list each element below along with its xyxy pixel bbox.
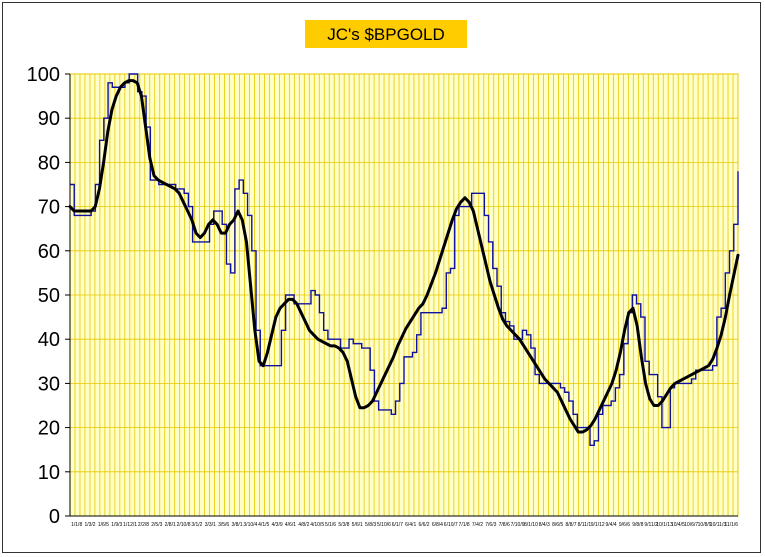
x-tick-label: 2/8/1 <box>165 522 176 528</box>
x-tick-label: 6/4/1 <box>405 522 416 528</box>
chart-title: JC's $BPGOLD <box>327 25 445 44</box>
x-tick-label: 4/6/1 <box>285 522 296 528</box>
x-tick-label: 3/3/1 <box>205 522 216 528</box>
x-tick-label: 7/6/3 <box>485 522 496 528</box>
x-tick-label: 4/1/5 <box>258 522 269 528</box>
y-tick-label: 80 <box>38 152 60 174</box>
series-smoothed-line <box>68 79 740 434</box>
x-tick-label: 2/10/8 <box>177 522 191 528</box>
x-tick-label: 9/6/6 <box>619 522 630 528</box>
x-tick-label: 2/2/8 <box>138 522 149 528</box>
x-tick-label: 7/8/6 <box>499 522 510 528</box>
x-tick-label: 8/6/5 <box>552 522 563 528</box>
x-tick-label: 4/10/5 <box>310 522 324 528</box>
y-tick-label: 20 <box>38 418 60 440</box>
chart-title-background <box>305 20 467 48</box>
x-tick-label: 7/10/9 <box>511 522 525 528</box>
x-tick-label: 1/3/2 <box>84 522 95 528</box>
y-tick-label: 90 <box>38 108 60 130</box>
x-tick-label: 5/8/3 <box>365 522 376 528</box>
y-tick-label: 70 <box>38 197 60 219</box>
x-tick-label: 8/11/1 <box>578 522 592 528</box>
x-tick-label: 6/6/2 <box>418 522 429 528</box>
y-tick-label: 30 <box>38 373 60 395</box>
x-tick-label: 9/11/2 <box>644 522 658 528</box>
x-tick-label: 5/10/6 <box>377 522 391 528</box>
x-tick-label: 3/5/6 <box>218 522 229 528</box>
x-tick-label: 1/12/1 <box>123 522 137 528</box>
x-tick-label: 3/8/1 <box>231 522 242 528</box>
x-tick-label: 2/5/3 <box>151 522 162 528</box>
x-tick-label: 1/1/8 <box>71 522 82 528</box>
x-tick-label: 4/8/2 <box>298 522 309 528</box>
x-tick-label: 6/1/7 <box>392 522 403 528</box>
x-tick-label: 1/6/5 <box>98 522 109 528</box>
y-tick-label: 0 <box>49 506 60 528</box>
x-tick-label: 4/3/9 <box>272 522 283 528</box>
x-tick-label: 5/1/6 <box>325 522 336 528</box>
x-tick-label: 10/6/7 <box>684 522 698 528</box>
x-tick-label: 10/1/13 <box>656 522 673 528</box>
x-tick-label: 7/1/8 <box>459 522 470 528</box>
x-tick-label: 8/8/7 <box>565 522 576 528</box>
y-axis-ticks: 0 10 20 30 40 50 60 70 80 90 100 <box>27 64 70 528</box>
x-tick-label: 11/1/6 <box>725 522 739 528</box>
y-tick-label: 40 <box>38 329 60 351</box>
x-tick-label: 7/4/2 <box>472 522 483 528</box>
x-tick-label: 5/3/8 <box>338 522 349 528</box>
x-tick-label: 10/8/9 <box>698 522 712 528</box>
x-tick-label: 3/10/4 <box>243 522 257 528</box>
x-tick-label: 8/1/10 <box>524 522 538 528</box>
x-tick-label: 1/9/3 <box>111 522 122 528</box>
x-tick-label: 3/1/2 <box>191 522 202 528</box>
x-tick-label: 9/8/8 <box>632 522 643 528</box>
x-axis-ticks: 1/1/8 1/3/2 1/6/5 1/9/3 1/12/1 2/2/8 2/5/3 2/8/… <box>71 522 738 528</box>
x-tick-label: 9/1/12 <box>591 522 605 528</box>
y-tick-label: 10 <box>38 462 60 484</box>
x-tick-label: 9/4/4 <box>606 522 617 528</box>
y-tick-label: 50 <box>38 285 60 307</box>
x-tick-label: 6/8/4 <box>432 522 443 528</box>
x-tick-label: 8/4/3 <box>539 522 550 528</box>
x-tick-label: 10/11/3 <box>710 522 727 528</box>
x-tick-label: 10/4/5 <box>671 522 685 528</box>
y-tick-label: 60 <box>38 241 60 263</box>
y-tick-label: 100 <box>27 64 60 86</box>
x-tick-label: 5/6/1 <box>352 522 363 528</box>
x-tick-label: 6/10/7 <box>444 522 458 528</box>
